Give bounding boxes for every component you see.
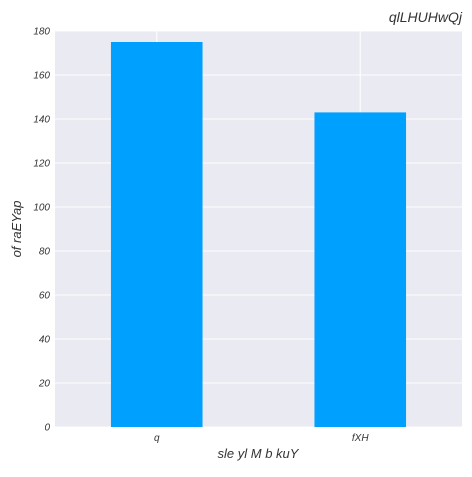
y-tick-label: 180	[33, 27, 50, 38]
y-tick-label: 140	[33, 115, 50, 126]
y-tick-label: 100	[33, 203, 50, 214]
bar-fXH	[314, 112, 407, 428]
y-tick-label: 160	[33, 71, 50, 82]
y-tick-label: 60	[39, 291, 51, 302]
bars	[110, 42, 407, 428]
x-tick-label: q	[154, 433, 160, 444]
y-tick-label: 0	[44, 423, 50, 434]
y-axis-label: of raEYap	[9, 201, 24, 258]
y-axis-ticks: 0 20 40 60 80 100 120 140 160 180	[33, 27, 50, 434]
x-axis-label: sle yl M b kuY	[218, 446, 300, 461]
x-axis-ticks: q fXH	[154, 433, 369, 444]
bar-q	[110, 42, 203, 427]
y-tick-label: 40	[39, 335, 51, 346]
y-tick-label: 80	[39, 247, 51, 258]
chart-title: qlLHUHwQj	[389, 9, 463, 25]
x-tick-label: fXH	[352, 433, 369, 444]
y-tick-label: 20	[38, 379, 51, 390]
y-tick-label: 120	[33, 159, 50, 170]
